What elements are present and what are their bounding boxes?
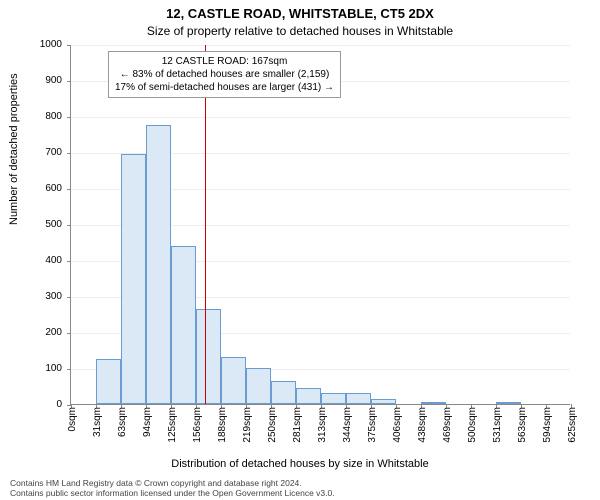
y-tick-mark (67, 45, 71, 46)
annotation-line1: 12 CASTLE ROAD: 167sqm (115, 55, 334, 68)
x-tick-label: 313sqm (317, 407, 328, 451)
y-tick-mark (67, 117, 71, 118)
y-tick-label: 700 (22, 147, 62, 158)
x-tick-label: 594sqm (542, 407, 553, 451)
footer-line2: Contains public sector information licen… (10, 488, 335, 498)
chart-title-address: 12, CASTLE ROAD, WHITSTABLE, CT5 2DX (0, 6, 600, 21)
histogram-bar (296, 388, 321, 404)
y-tick-label: 600 (22, 183, 62, 194)
y-tick-label: 900 (22, 75, 62, 86)
x-tick-label: 281sqm (292, 407, 303, 451)
annotation-box: 12 CASTLE ROAD: 167sqm← 83% of detached … (108, 51, 341, 98)
y-tick-label: 500 (22, 219, 62, 230)
y-tick-label: 1000 (22, 39, 62, 50)
y-tick-mark (67, 297, 71, 298)
histogram-bar (146, 125, 171, 404)
y-tick-label: 0 (22, 399, 62, 410)
y-tick-mark (67, 189, 71, 190)
gridline (71, 45, 570, 46)
x-tick-label: 344sqm (342, 407, 353, 451)
footer-line1: Contains HM Land Registry data © Crown c… (10, 478, 335, 488)
x-axis-label: Distribution of detached houses by size … (0, 458, 600, 470)
x-tick-label: 94sqm (142, 407, 153, 451)
x-tick-label: 625sqm (567, 407, 578, 451)
x-tick-label: 125sqm (167, 407, 178, 451)
chart-plot-area (70, 45, 570, 405)
histogram-bar (371, 399, 396, 404)
x-tick-label: 156sqm (192, 407, 203, 451)
histogram-bar (321, 393, 346, 404)
histogram-bar (246, 368, 271, 404)
y-tick-mark (67, 261, 71, 262)
histogram-bar (171, 246, 196, 404)
histogram-bar (221, 357, 246, 404)
histogram-bar (271, 381, 296, 404)
annotation-line2: ← 83% of detached houses are smaller (2,… (115, 68, 334, 81)
y-tick-mark (67, 225, 71, 226)
chart-subtitle: Size of property relative to detached ho… (0, 24, 600, 38)
y-tick-mark (67, 153, 71, 154)
y-tick-mark (67, 333, 71, 334)
y-tick-label: 200 (22, 327, 62, 338)
y-tick-label: 400 (22, 255, 62, 266)
x-tick-label: 406sqm (392, 407, 403, 451)
histogram-bar (421, 402, 446, 404)
y-tick-label: 800 (22, 111, 62, 122)
histogram-bar (496, 402, 521, 404)
annotation-line3: 17% of semi-detached houses are larger (… (115, 81, 334, 94)
y-tick-mark (67, 81, 71, 82)
reference-line (205, 45, 206, 404)
x-tick-label: 438sqm (417, 407, 428, 451)
x-tick-label: 0sqm (67, 407, 78, 451)
x-tick-label: 500sqm (467, 407, 478, 451)
x-tick-label: 250sqm (267, 407, 278, 451)
y-axis-label: Number of detached properties (8, 73, 20, 225)
histogram-bar (196, 309, 221, 404)
x-tick-label: 469sqm (442, 407, 453, 451)
y-tick-label: 300 (22, 291, 62, 302)
x-tick-label: 188sqm (217, 407, 228, 451)
x-tick-label: 63sqm (117, 407, 128, 451)
x-tick-label: 219sqm (242, 407, 253, 451)
x-tick-label: 563sqm (517, 407, 528, 451)
histogram-bar (121, 154, 146, 404)
x-tick-label: 31sqm (92, 407, 103, 451)
y-tick-mark (67, 369, 71, 370)
histogram-bar (346, 393, 371, 404)
histogram-bar (96, 359, 121, 404)
x-tick-label: 375sqm (367, 407, 378, 451)
footer-attribution: Contains HM Land Registry data © Crown c… (10, 478, 335, 498)
y-tick-label: 100 (22, 363, 62, 374)
x-tick-label: 531sqm (492, 407, 503, 451)
gridline (71, 117, 570, 118)
